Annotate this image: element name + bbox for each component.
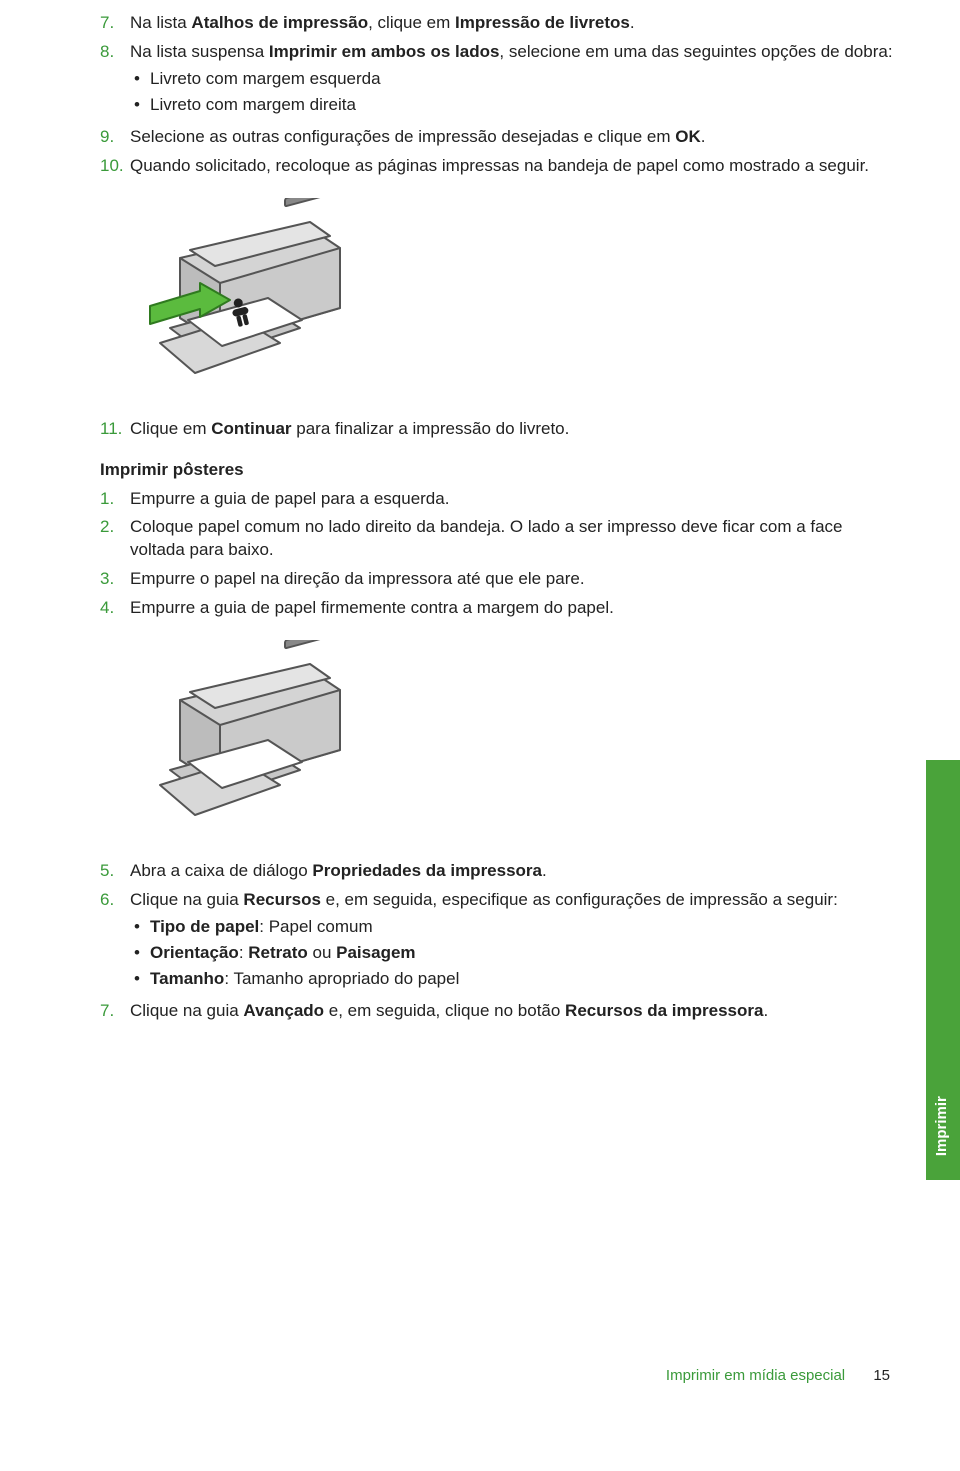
text: . — [630, 13, 635, 32]
list-item: Orientação: Retrato ou Paisagem — [130, 942, 900, 965]
step-number: 4. — [100, 597, 130, 620]
step-c6: 6. Clique na guia Recursos e, em seguida… — [100, 889, 900, 994]
text: Clique na guia — [130, 1001, 243, 1020]
side-tab-label: Imprimir — [932, 1096, 952, 1156]
step-text: Empurre a guia de papel firmemente contr… — [130, 597, 900, 620]
text: Clique em — [130, 419, 211, 438]
step-8: 8. Na lista suspensa Imprimir em ambos o… — [100, 41, 900, 120]
step-number: 10. — [100, 155, 130, 178]
step-text: Clique na guia Recursos e, em seguida, e… — [130, 889, 900, 994]
text: Na lista — [130, 13, 191, 32]
bold: Impressão de livretos — [455, 13, 630, 32]
step-number: 7. — [100, 12, 130, 35]
step-7: 7. Na lista Atalhos de impressão, clique… — [100, 12, 900, 35]
step-text: Clique em Continuar para finalizar a imp… — [130, 418, 900, 441]
step-b3: 3. Empurre o papel na direção da impress… — [100, 568, 900, 591]
bold: OK — [675, 127, 701, 146]
text: : — [239, 943, 248, 962]
step-text: Abra a caixa de diálogo Propriedades da … — [130, 860, 900, 883]
ordered-list-a2: 11. Clique em Continuar para finalizar a… — [100, 418, 900, 441]
step-b2: 2. Coloque papel comum no lado direito d… — [100, 516, 900, 562]
step-10: 10. Quando solicitado, recoloque as pági… — [100, 155, 900, 178]
bullet-list: Livreto com margem esquerda Livreto com … — [130, 68, 900, 117]
step-text: Na lista suspensa Imprimir em ambos os l… — [130, 41, 900, 120]
bold: Recursos — [243, 890, 320, 909]
step-b4: 4. Empurre a guia de papel firmemente co… — [100, 597, 900, 620]
step-text: Quando solicitado, recoloque as páginas … — [130, 155, 900, 178]
text: e, em seguida, especifique as configuraç… — [321, 890, 838, 909]
step-text: Empurre a guia de papel para a esquerda. — [130, 488, 900, 511]
text: : Tamanho apropriado do papel — [224, 969, 459, 988]
bold: Propriedades da impressora — [312, 861, 542, 880]
bold: Atalhos de impressão — [191, 13, 368, 32]
printer-illustration-1 — [130, 198, 900, 398]
bold: Orientação — [150, 943, 239, 962]
step-text: Empurre o papel na direção da impressora… — [130, 568, 900, 591]
ordered-list-b: 1. Empurre a guia de papel para a esquer… — [100, 488, 900, 621]
text: . — [542, 861, 547, 880]
text: , selecione em uma das seguintes opções … — [499, 42, 892, 61]
printer-illustration-2 — [130, 640, 900, 840]
text: : Papel comum — [259, 917, 372, 936]
step-b1: 1. Empurre a guia de papel para a esquer… — [100, 488, 900, 511]
text: Abra a caixa de diálogo — [130, 861, 312, 880]
bold: Paisagem — [336, 943, 415, 962]
step-c5: 5. Abra a caixa de diálogo Propriedades … — [100, 860, 900, 883]
text: para finalizar a impressão do livreto. — [292, 419, 570, 438]
step-c7: 7. Clique na guia Avançado e, em seguida… — [100, 1000, 900, 1023]
step-number: 6. — [100, 889, 130, 912]
bold: Imprimir em ambos os lados — [269, 42, 500, 61]
bold: Tamanho — [150, 969, 224, 988]
bold: Recursos da impressora — [565, 1001, 763, 1020]
section-heading: Imprimir pôsteres — [100, 459, 900, 482]
footer-section: Imprimir em mídia especial — [666, 1367, 845, 1384]
text: . — [701, 127, 706, 146]
step-number: 2. — [100, 516, 130, 539]
step-number: 1. — [100, 488, 130, 511]
bold: Continuar — [211, 419, 291, 438]
step-number: 11. — [100, 418, 130, 441]
text: , clique em — [368, 13, 455, 32]
step-9: 9. Selecione as outras configurações de … — [100, 126, 900, 149]
list-item: Tamanho: Tamanho apropriado do papel — [130, 968, 900, 991]
step-11: 11. Clique em Continuar para finalizar a… — [100, 418, 900, 441]
bold: Retrato — [248, 943, 308, 962]
text: . — [763, 1001, 768, 1020]
step-text: Clique na guia Avançado e, em seguida, c… — [130, 1000, 900, 1023]
list-item: Livreto com margem esquerda — [130, 68, 900, 91]
step-number: 8. — [100, 41, 130, 64]
text: Na lista suspensa — [130, 42, 269, 61]
step-text: Na lista Atalhos de impressão, clique em… — [130, 12, 900, 35]
text: Clique na guia — [130, 890, 243, 909]
step-number: 3. — [100, 568, 130, 591]
bold: Tipo de papel — [150, 917, 259, 936]
text: e, em seguida, clique no botão — [324, 1001, 565, 1020]
step-number: 7. — [100, 1000, 130, 1023]
ordered-list-c: 5. Abra a caixa de diálogo Propriedades … — [100, 860, 900, 1023]
step-number: 9. — [100, 126, 130, 149]
text: ou — [308, 943, 336, 962]
step-text: Coloque papel comum no lado direito da b… — [130, 516, 900, 562]
bullet-list: Tipo de papel: Papel comum Orientação: R… — [130, 916, 900, 991]
footer-page-number: 15 — [873, 1367, 890, 1384]
side-tab: Imprimir — [926, 760, 960, 1180]
step-text: Selecione as outras configurações de imp… — [130, 126, 900, 149]
page-footer: Imprimir em mídia especial 15 — [666, 1366, 890, 1386]
bold: Avançado — [243, 1001, 324, 1020]
list-item: Livreto com margem direita — [130, 94, 900, 117]
list-item: Tipo de papel: Papel comum — [130, 916, 900, 939]
ordered-list-a: 7. Na lista Atalhos de impressão, clique… — [100, 12, 900, 178]
step-number: 5. — [100, 860, 130, 883]
text: Selecione as outras configurações de imp… — [130, 127, 675, 146]
